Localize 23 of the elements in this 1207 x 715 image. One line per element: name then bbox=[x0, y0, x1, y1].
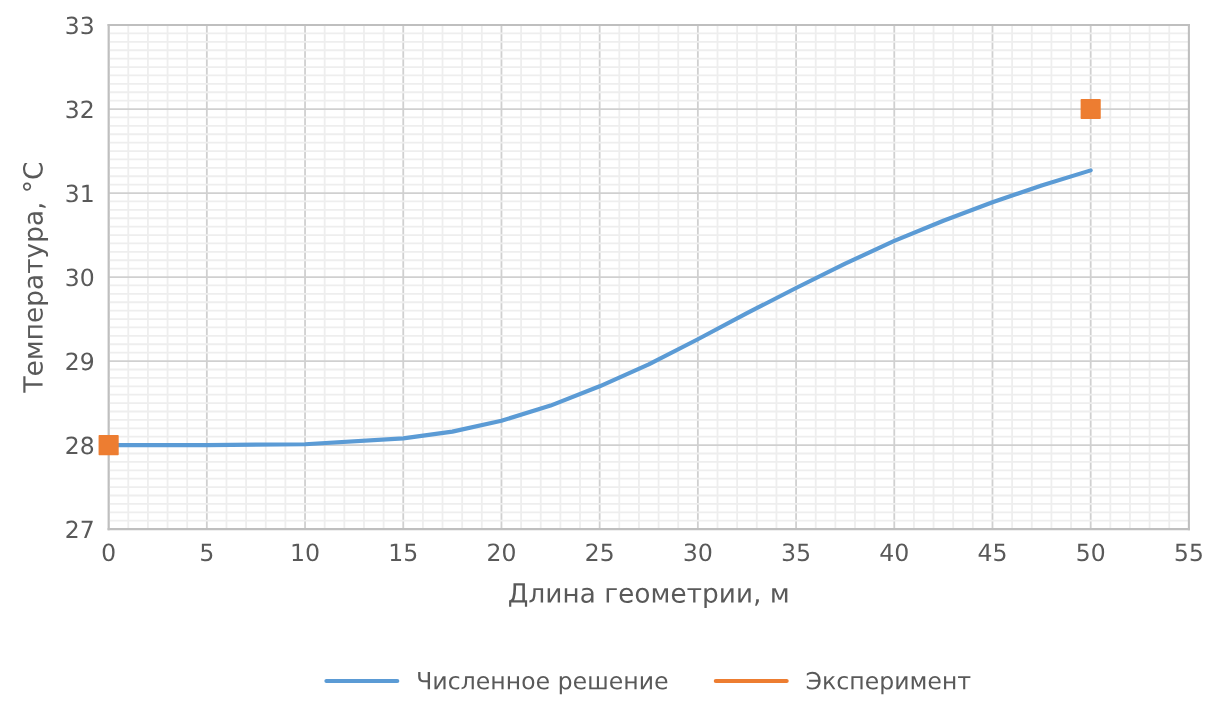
y-axis-title: Температура, °C bbox=[22, 163, 49, 393]
x-tick-label: 20 bbox=[488, 543, 515, 562]
legend-label: Численное решение bbox=[418, 672, 668, 695]
x-tick-label: 5 bbox=[201, 543, 213, 562]
x-tick-label: 0 bbox=[102, 543, 115, 562]
x-tick-label: 45 bbox=[978, 543, 1006, 562]
x-tick-label: 55 bbox=[1175, 543, 1202, 562]
y-tick-label: 32 bbox=[66, 100, 93, 119]
x-tick-label: 50 bbox=[1077, 543, 1105, 562]
x-tick-label: 10 bbox=[292, 543, 319, 562]
y-tick-label: 33 bbox=[66, 16, 93, 35]
x-tick-label: 30 bbox=[684, 543, 712, 562]
legend-label: Эксперимент bbox=[806, 671, 971, 695]
y-tick-label: 29 bbox=[66, 352, 94, 371]
y-tick-label: 27 bbox=[66, 520, 93, 539]
x-tick-label: 15 bbox=[390, 543, 417, 562]
x-tick-label: 25 bbox=[586, 543, 613, 562]
x-axis-title: Длина геометрии, м bbox=[509, 583, 788, 609]
x-tick-label: 40 bbox=[880, 543, 908, 562]
x-tick-label: 35 bbox=[782, 543, 810, 562]
y-tick-label: 28 bbox=[66, 436, 94, 455]
y-tick-label: 30 bbox=[66, 268, 94, 287]
y-tick-label: 31 bbox=[66, 184, 93, 203]
